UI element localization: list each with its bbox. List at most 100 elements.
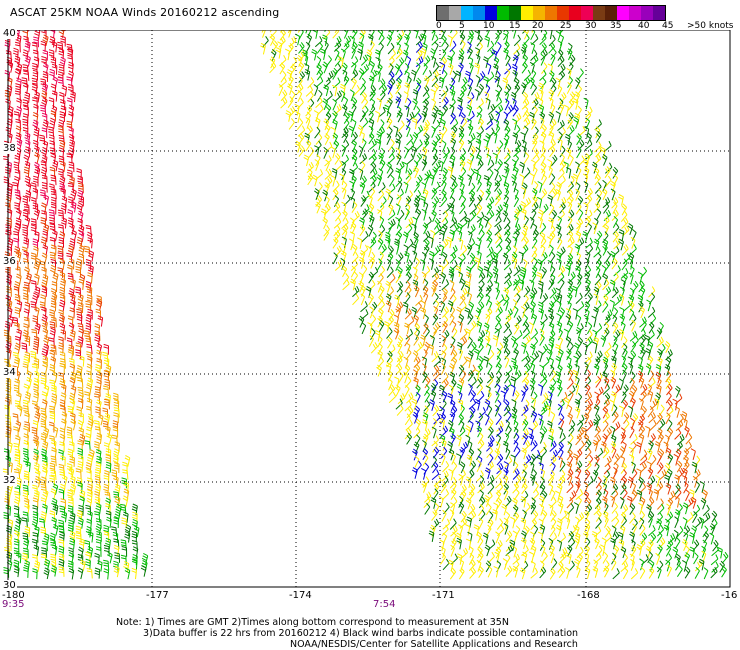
wind-barb bbox=[32, 420, 39, 432]
wind-barb bbox=[24, 421, 30, 432]
wind-barb bbox=[530, 250, 538, 263]
wind-barb bbox=[458, 469, 466, 481]
wind-barb bbox=[76, 168, 82, 180]
wind-barb bbox=[432, 404, 440, 417]
wind-barb bbox=[70, 412, 76, 424]
wind-barb bbox=[459, 294, 466, 306]
wind-barb bbox=[630, 568, 639, 580]
wind-barb bbox=[592, 566, 599, 578]
wind-barb bbox=[638, 300, 644, 313]
wind-barb bbox=[13, 161, 20, 173]
wind-barb bbox=[405, 125, 411, 138]
wind-barb bbox=[34, 30, 41, 40]
wind-barb bbox=[487, 482, 495, 495]
wind-barb bbox=[86, 468, 92, 480]
wind-barb bbox=[374, 329, 381, 342]
wind-barb bbox=[423, 55, 431, 67]
wind-barb bbox=[349, 89, 355, 102]
wind-barb bbox=[24, 175, 31, 187]
wind-barb bbox=[531, 83, 538, 96]
wind-barb bbox=[610, 180, 616, 193]
wind-barb bbox=[51, 63, 58, 75]
wind-barb bbox=[513, 432, 520, 445]
wind-barb bbox=[702, 539, 708, 552]
wind-barb bbox=[571, 285, 578, 298]
wind-barb bbox=[682, 475, 688, 487]
wind-barb bbox=[69, 475, 76, 487]
wind-barb bbox=[429, 335, 435, 347]
wind-barb bbox=[406, 432, 413, 445]
wind-barb bbox=[69, 455, 75, 467]
wind-barb bbox=[369, 237, 377, 249]
wind-barb bbox=[566, 496, 574, 509]
wind-barb bbox=[567, 230, 574, 243]
wind-barb bbox=[449, 154, 456, 167]
wind-barb bbox=[347, 110, 354, 123]
wind-barb bbox=[69, 537, 76, 550]
wind-barb bbox=[395, 91, 402, 104]
wind-barb bbox=[404, 400, 412, 412]
wind-barb bbox=[423, 292, 429, 305]
wind-barb bbox=[550, 370, 557, 382]
wind-barb bbox=[666, 503, 671, 516]
wind-barb bbox=[16, 462, 23, 475]
wind-barb bbox=[557, 455, 563, 468]
wind-barb bbox=[486, 62, 492, 75]
wind-barb bbox=[548, 139, 556, 151]
wind-barb bbox=[43, 343, 49, 355]
wind-barb bbox=[359, 77, 366, 90]
wind-barb bbox=[50, 56, 57, 68]
wind-barb bbox=[420, 47, 427, 60]
wind-barb bbox=[584, 301, 591, 314]
wind-barb bbox=[656, 452, 662, 465]
wind-barb bbox=[682, 559, 688, 572]
wind-barb bbox=[521, 404, 529, 416]
wind-barb bbox=[431, 272, 440, 284]
wind-barb bbox=[674, 516, 679, 529]
wind-barb bbox=[492, 335, 499, 347]
wind-barb bbox=[341, 201, 347, 214]
wind-barb bbox=[94, 393, 101, 404]
wind-barb bbox=[604, 515, 609, 528]
wind-barb bbox=[645, 363, 652, 376]
wind-barb bbox=[41, 279, 48, 292]
wind-barb bbox=[477, 126, 485, 138]
wind-barb bbox=[376, 97, 382, 110]
wind-barb bbox=[475, 420, 481, 433]
wind-barb bbox=[87, 264, 94, 276]
wind-barb bbox=[402, 49, 409, 62]
wind-barb bbox=[413, 180, 420, 193]
wind-barb bbox=[431, 351, 439, 363]
wind-barb bbox=[548, 278, 555, 290]
legend-tick-label: 5 bbox=[459, 21, 465, 31]
wind-barb bbox=[94, 426, 101, 437]
wind-barb bbox=[538, 280, 544, 292]
wind-barb bbox=[504, 223, 511, 236]
wind-barb bbox=[602, 551, 609, 564]
wind-barb bbox=[603, 392, 611, 405]
wind-barb bbox=[114, 483, 121, 496]
legend-tick-label: 20 bbox=[532, 21, 544, 31]
wind-barb bbox=[395, 138, 401, 150]
wind-barb bbox=[593, 201, 601, 213]
wind-barb bbox=[395, 216, 401, 229]
wind-barb bbox=[538, 104, 545, 116]
wind-barb bbox=[575, 326, 582, 339]
wind-barb bbox=[520, 266, 527, 279]
wind-barb bbox=[41, 210, 47, 221]
wind-barb bbox=[413, 285, 420, 298]
wind-barb bbox=[665, 377, 672, 389]
wind-barb bbox=[94, 334, 101, 346]
wind-barb bbox=[630, 236, 636, 249]
wind-barb bbox=[102, 351, 109, 363]
wind-barb bbox=[314, 36, 323, 48]
wind-barb bbox=[52, 483, 59, 496]
wind-barb bbox=[378, 42, 384, 55]
wind-barb bbox=[689, 532, 695, 544]
wind-barb bbox=[504, 279, 513, 292]
wind-barb bbox=[335, 160, 343, 172]
wind-barb bbox=[23, 281, 30, 293]
wind-barb bbox=[572, 173, 579, 186]
wind-barb bbox=[456, 537, 462, 550]
wind-barb bbox=[359, 131, 365, 144]
